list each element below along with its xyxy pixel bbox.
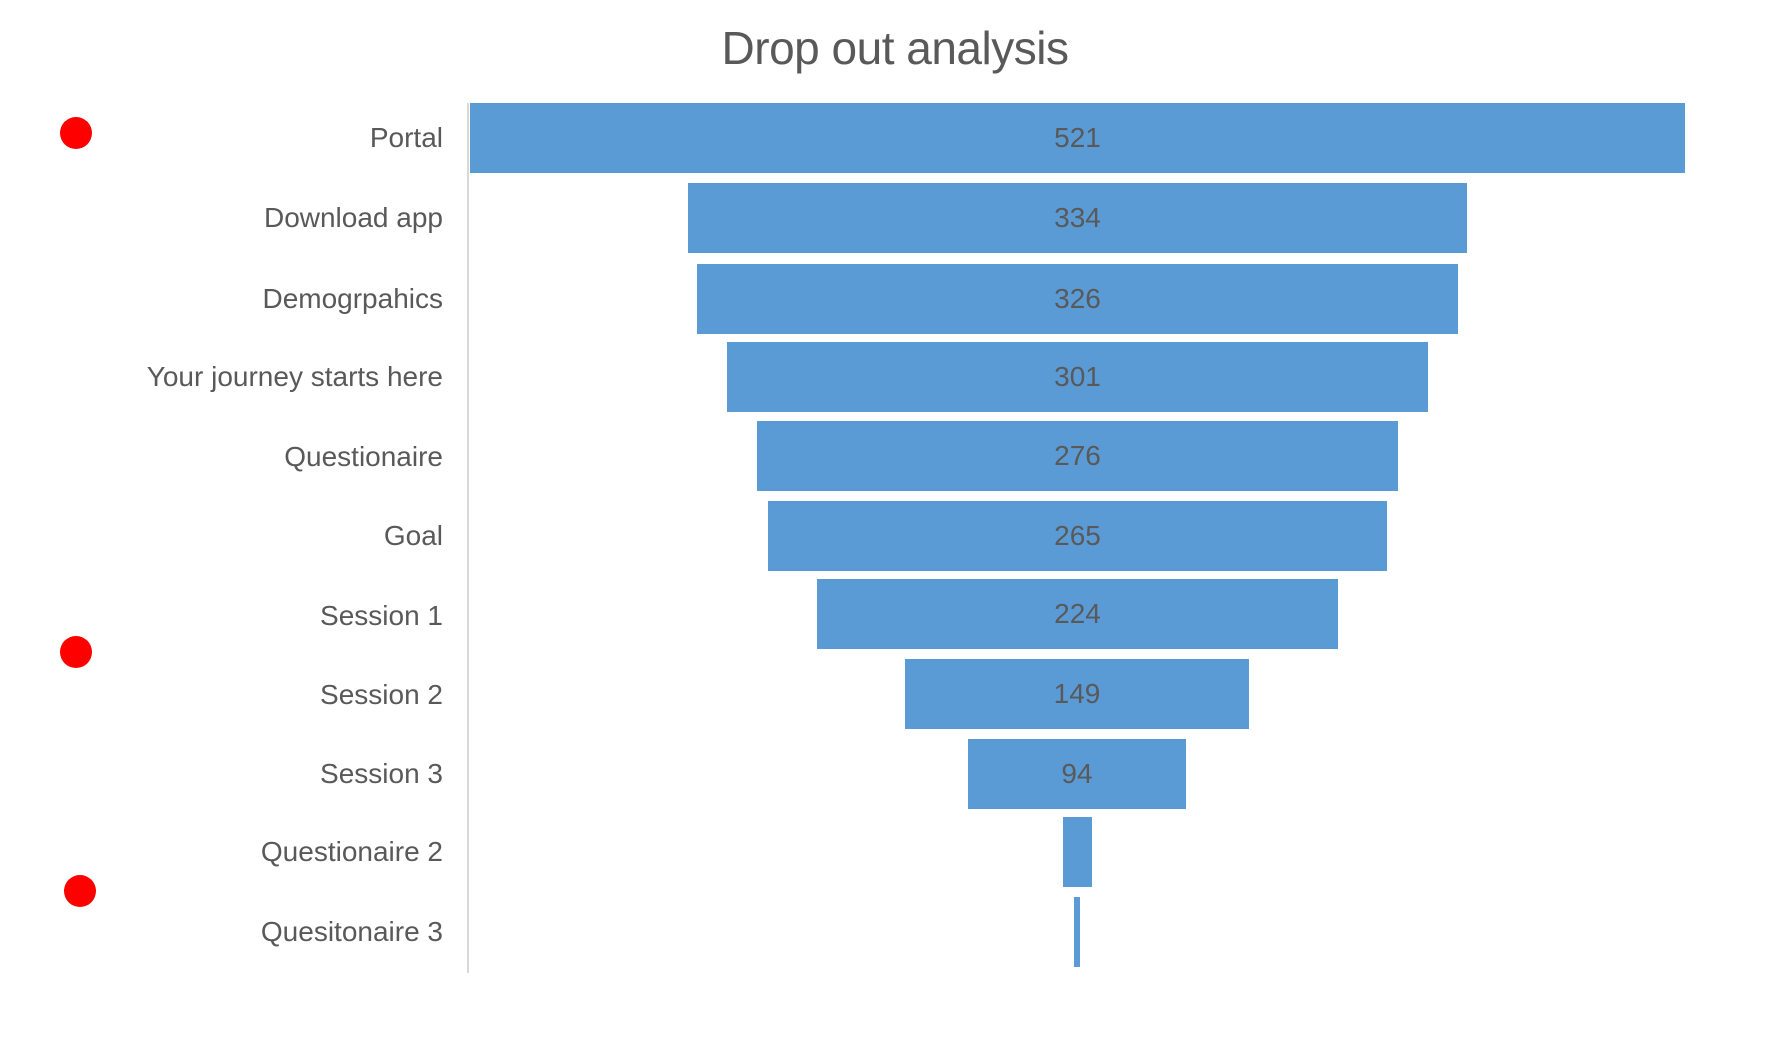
funnel-bar-quesitonaire-3 [1074, 897, 1080, 967]
funnel-bar-session-2: 149 [905, 659, 1249, 729]
data-label: 326 [1054, 283, 1101, 314]
funnel-bar-portal: 521 [470, 103, 1685, 173]
funnel-bar-download-app: 334 [688, 183, 1467, 253]
funnel-bar-your-journey: 301 [727, 342, 1428, 412]
category-label: Session 3 [320, 758, 443, 789]
funnel-bar-goal: 265 [768, 501, 1387, 571]
red-dot-marker [60, 117, 92, 149]
category-label: Questionaire [284, 441, 443, 472]
category-label: Session 1 [320, 600, 443, 631]
category-label: Download app [263, 202, 443, 233]
data-label: 265 [1054, 520, 1101, 551]
category-label: Demogrpahics [262, 283, 443, 314]
data-label: 521 [1054, 122, 1101, 153]
category-axis-line [467, 103, 469, 973]
data-label: 334 [1054, 202, 1101, 233]
category-label: Questionaire 2 [260, 836, 443, 867]
funnel-bar-demographics: 326 [697, 264, 1458, 334]
category-label: Your journey starts here [146, 361, 443, 392]
red-dot-marker [64, 875, 96, 907]
funnel-bar-session-1: 224 [817, 579, 1338, 649]
category-label: Quesitonaire 3 [260, 916, 443, 947]
data-label: 224 [1054, 598, 1101, 629]
data-label: 94 [1061, 758, 1093, 789]
data-label: 149 [1053, 678, 1101, 709]
funnel-bar-session-3: 94 [968, 739, 1186, 809]
red-dot-marker [60, 636, 92, 668]
category-label: Goal [383, 520, 443, 551]
funnel-bar-questionaire: 276 [757, 421, 1398, 491]
chart-title: Drop out analysis [721, 22, 1069, 74]
category-label: Portal [369, 122, 443, 153]
data-label: 301 [1054, 361, 1101, 392]
data-label: 276 [1054, 440, 1101, 471]
funnel-bar-questionaire-2 [1063, 817, 1092, 887]
category-label: Session 2 [320, 679, 443, 710]
